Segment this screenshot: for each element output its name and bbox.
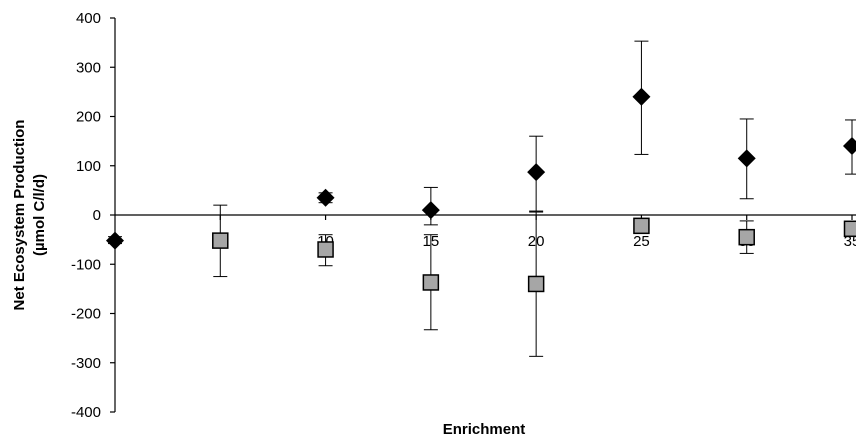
diamond-point [421, 201, 440, 220]
y-tick-label: -300 [71, 355, 101, 372]
y-axis: -400 -300 -200 -100 0 100 200 300 400 [71, 10, 116, 421]
x-axis-title: Enrichment [443, 421, 526, 438]
y-axis-title: Net Ecosystem Production (µmol C/l/d) [11, 120, 48, 311]
square-point [843, 220, 856, 238]
square-point [527, 275, 545, 293]
y-tick-label: 100 [76, 158, 101, 175]
y-tick-label: 200 [76, 109, 101, 126]
diamond-point [106, 231, 124, 250]
series-diamond [106, 40, 856, 250]
square-point [422, 274, 440, 291]
x-tick-label: 35 [844, 233, 856, 250]
y-axis-title-line-1: Net Ecosystem Production [11, 120, 28, 311]
diamond-point [843, 137, 856, 156]
square-point [212, 232, 229, 249]
y-tick-label: 400 [76, 10, 101, 27]
square-point [317, 241, 334, 258]
square-point [633, 217, 650, 235]
y-tick-label: 0 [93, 207, 101, 224]
data-series [106, 40, 856, 357]
diamond-point [527, 163, 546, 182]
y-axis-title-line-2: (µmol C/l/d) [31, 174, 48, 256]
diamond-point [632, 87, 651, 106]
diamond-point [737, 149, 756, 168]
y-tick-label: -200 [71, 306, 101, 323]
series-square [212, 204, 856, 357]
diamond-point [316, 188, 335, 207]
x-tick-label: 25 [633, 233, 650, 250]
y-tick-label: 300 [76, 59, 101, 76]
square-point [738, 228, 755, 246]
y-tick-label: -400 [71, 404, 101, 421]
y-tick-label: -100 [71, 256, 101, 273]
